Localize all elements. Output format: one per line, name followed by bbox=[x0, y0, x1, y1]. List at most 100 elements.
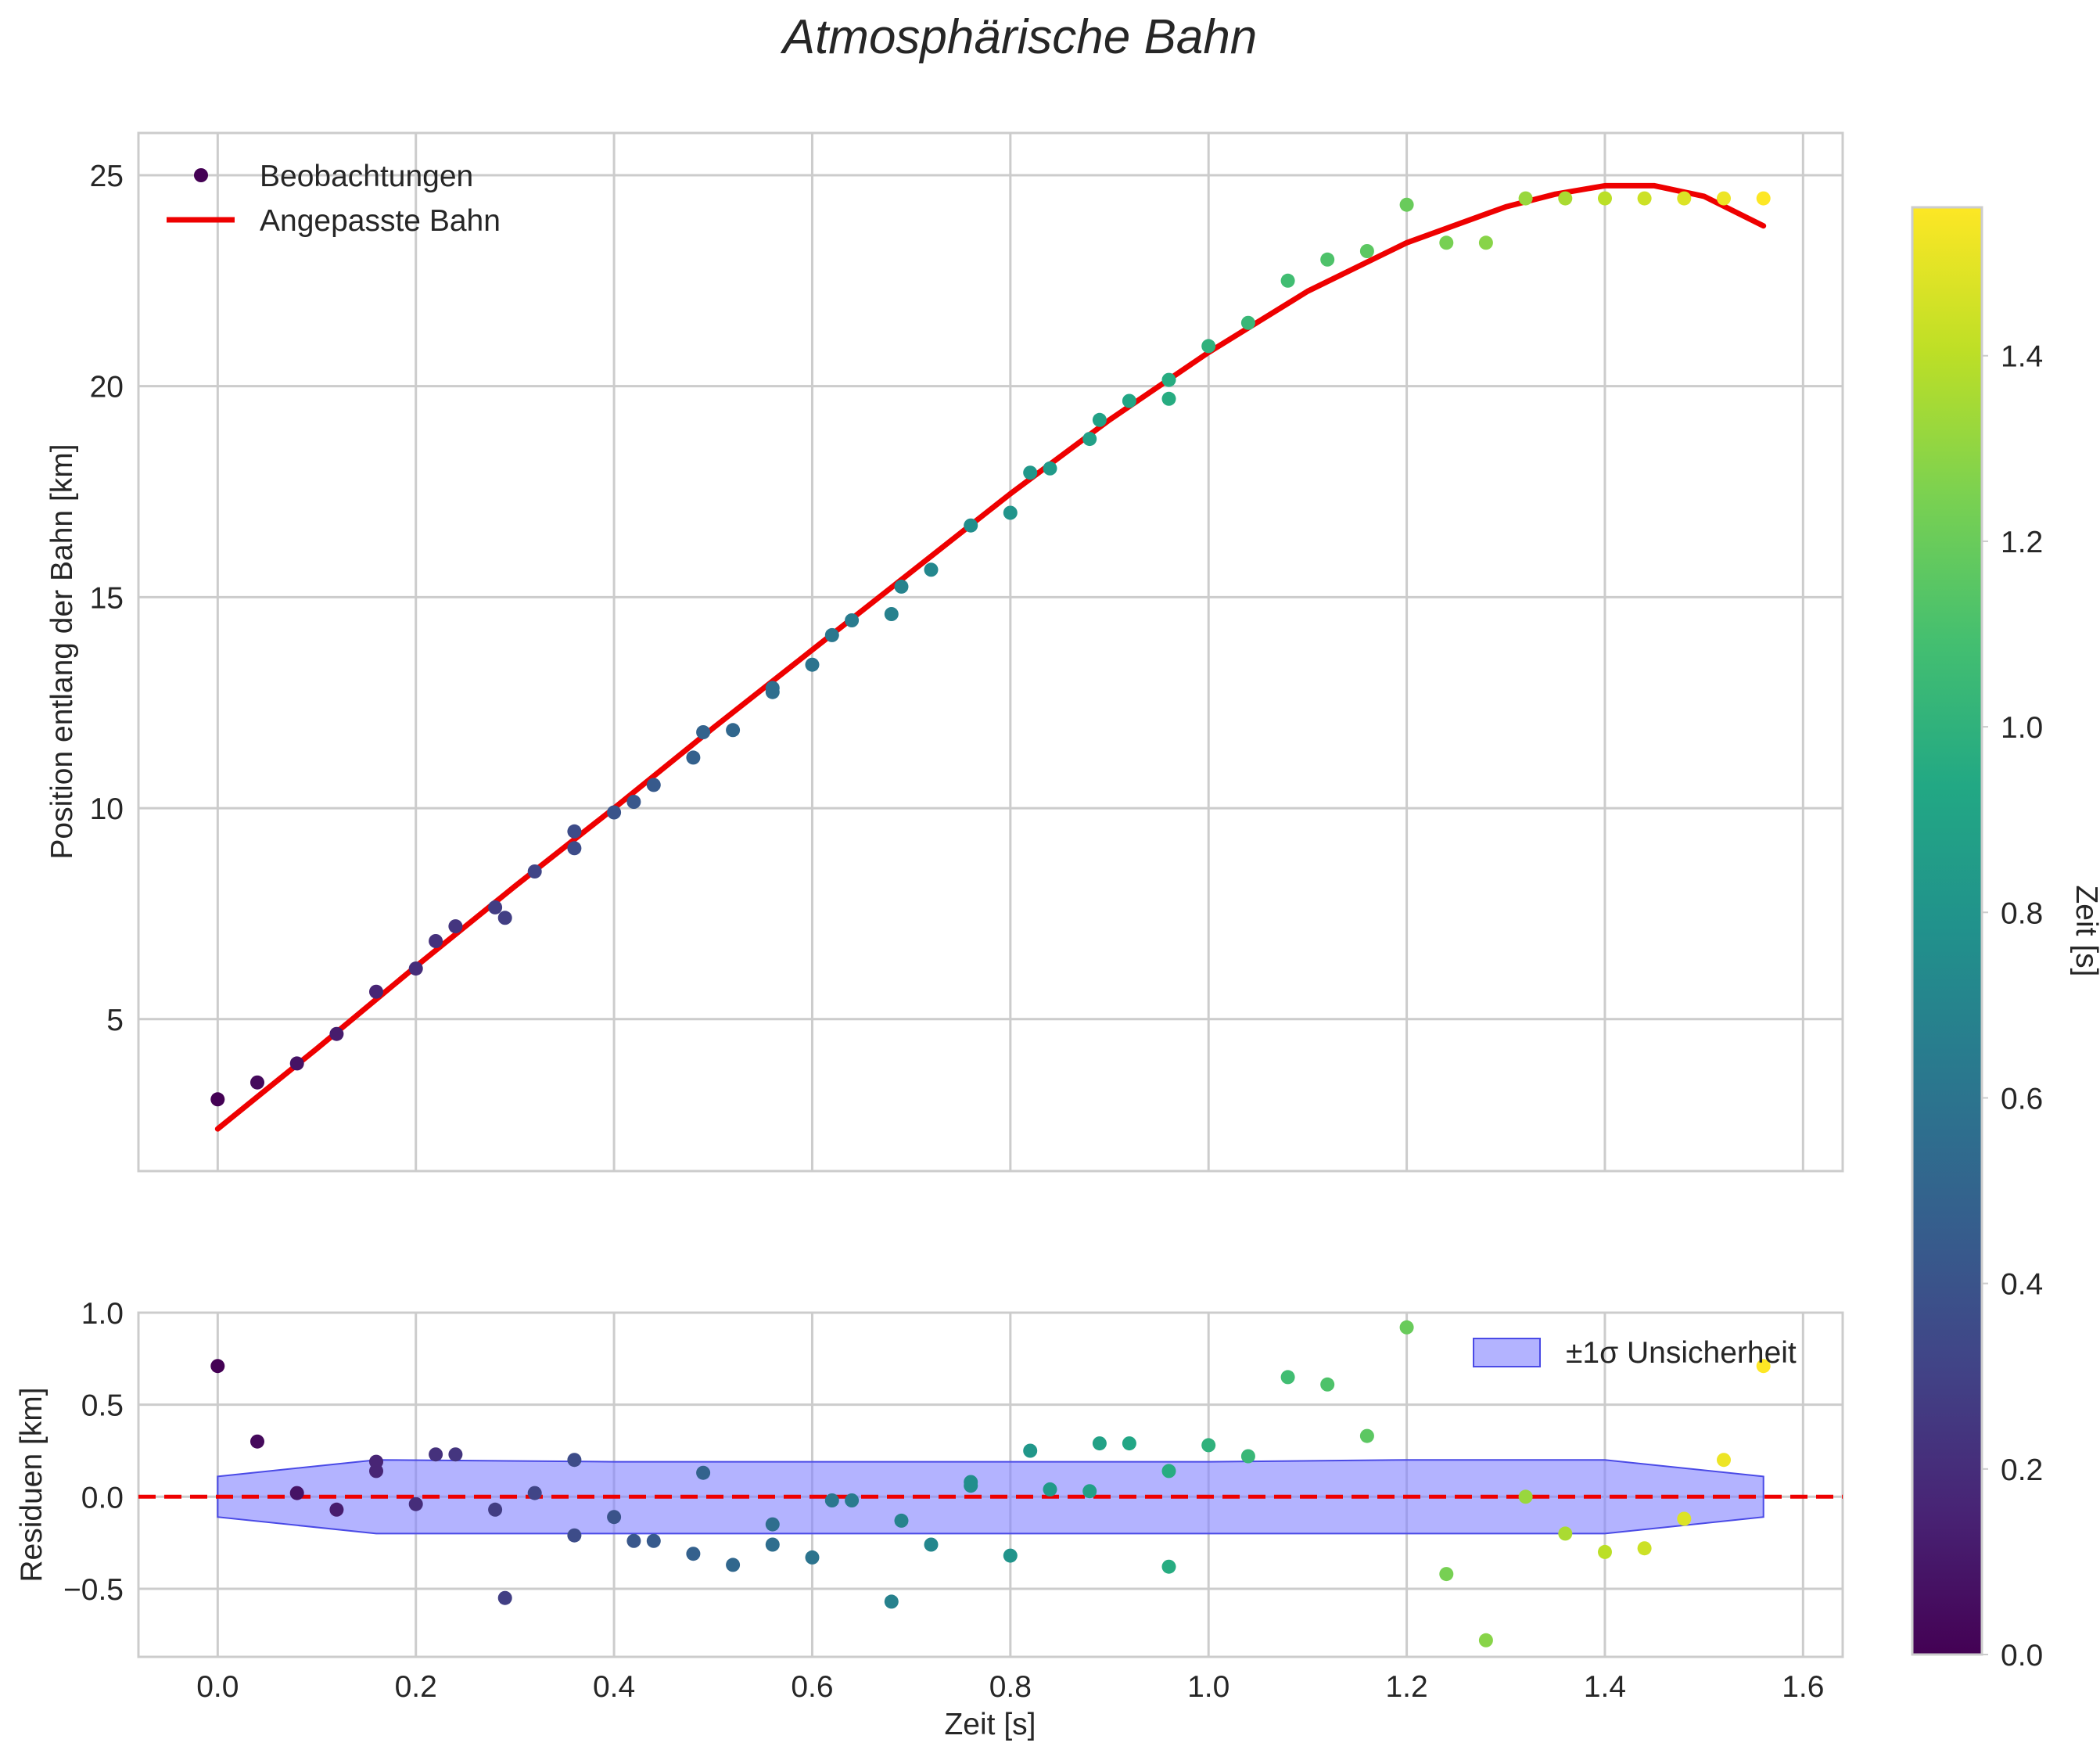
colorbar-gradient bbox=[1911, 206, 1983, 1656]
residual-point bbox=[964, 1479, 978, 1493]
observation-point bbox=[1023, 465, 1038, 480]
residual-point bbox=[210, 1359, 225, 1374]
observation-point bbox=[805, 657, 820, 672]
main-y-tick-label: 5 bbox=[106, 1004, 124, 1037]
observation-point bbox=[567, 824, 582, 839]
observation-point bbox=[1677, 191, 1692, 206]
residual-point bbox=[894, 1513, 909, 1528]
observation-point bbox=[1201, 339, 1216, 354]
residual-point bbox=[1598, 1544, 1612, 1559]
observation-points bbox=[210, 191, 1771, 1107]
residual-point bbox=[488, 1502, 503, 1517]
residual-points bbox=[210, 1320, 1771, 1647]
observation-point bbox=[607, 805, 622, 820]
observation-point bbox=[1518, 191, 1533, 206]
residual-point bbox=[497, 1590, 512, 1605]
residual-point bbox=[1161, 1464, 1176, 1479]
main-legend: Beobachtungen Angepasste Bahn bbox=[167, 160, 501, 238]
observation-point bbox=[686, 750, 701, 765]
observation-point bbox=[626, 795, 641, 809]
main-y-tick-label: 15 bbox=[90, 581, 124, 615]
residuals-y-tick-label: −0.5 bbox=[63, 1573, 124, 1607]
observation-point bbox=[1240, 315, 1255, 330]
residual-point bbox=[429, 1447, 443, 1462]
colorbar-tick-label: 0.6 bbox=[2001, 1082, 2043, 1116]
residual-point bbox=[1359, 1428, 1374, 1443]
colorbar-tick-label: 0.2 bbox=[2001, 1453, 2043, 1487]
observation-point bbox=[646, 778, 661, 792]
residual-point bbox=[1399, 1320, 1414, 1335]
residual-point bbox=[607, 1510, 622, 1525]
observation-point bbox=[1092, 412, 1107, 427]
colorbar-tick-label: 0.4 bbox=[2001, 1268, 2043, 1302]
residual-point bbox=[1717, 1453, 1731, 1468]
residuals-y-axis-label: Residuen [km] bbox=[15, 1387, 48, 1582]
observation-point bbox=[448, 919, 463, 934]
main-y-ticks: 5 10 15 20 25 bbox=[90, 160, 124, 1037]
colorbar-tick-label: 0.0 bbox=[2001, 1639, 2043, 1673]
observation-point bbox=[1439, 235, 1454, 250]
observation-point bbox=[894, 579, 909, 594]
colorbar: 0.0 0.2 0.4 0.6 0.8 1.0 1.2 1.4 Zeit [s] bbox=[1911, 206, 2100, 1673]
observation-point bbox=[369, 984, 383, 999]
residual-point bbox=[369, 1464, 383, 1479]
residual-point bbox=[1043, 1482, 1057, 1497]
residual-point bbox=[924, 1537, 939, 1552]
residual-point bbox=[1439, 1567, 1454, 1582]
observation-point bbox=[845, 613, 860, 627]
residual-point bbox=[1092, 1436, 1107, 1451]
observation-point bbox=[1359, 244, 1374, 258]
residual-point bbox=[646, 1533, 661, 1548]
observation-point bbox=[250, 1075, 264, 1090]
residual-point bbox=[1161, 1559, 1176, 1574]
residual-point bbox=[696, 1465, 711, 1480]
main-plot-frame bbox=[137, 131, 1844, 1173]
legend-band-swatch bbox=[1473, 1338, 1541, 1367]
observation-point bbox=[527, 864, 542, 878]
colorbar-ticks: 0.0 0.2 0.4 0.6 0.8 1.0 1.2 1.4 bbox=[1982, 340, 2043, 1673]
residual-point bbox=[1201, 1438, 1216, 1453]
residual-point bbox=[1677, 1511, 1692, 1526]
residual-point bbox=[1756, 1359, 1771, 1374]
residual-point bbox=[1023, 1443, 1038, 1458]
observation-point bbox=[1598, 191, 1612, 206]
observation-point bbox=[210, 1092, 225, 1107]
residual-point bbox=[1082, 1484, 1097, 1499]
residual-point bbox=[765, 1517, 780, 1532]
observation-point bbox=[1756, 191, 1771, 206]
x-ticks: 0.0 0.2 0.4 0.6 0.8 1.0 1.2 1.4 1.6 bbox=[196, 1670, 1824, 1704]
observation-point bbox=[497, 911, 512, 925]
residual-point bbox=[1003, 1548, 1018, 1563]
x-axis-label: Zeit [s] bbox=[944, 1708, 1036, 1741]
x-tick-label: 1.6 bbox=[1782, 1670, 1824, 1704]
observation-point bbox=[408, 961, 423, 976]
residual-point bbox=[884, 1594, 899, 1609]
observation-point bbox=[488, 900, 503, 914]
residual-point bbox=[1320, 1377, 1335, 1392]
main-y-axis-label: Position entlang der Bahn [km] bbox=[45, 444, 79, 859]
x-tick-label: 0.8 bbox=[989, 1670, 1032, 1704]
residual-point bbox=[726, 1558, 741, 1572]
colorbar-tick-label: 1.2 bbox=[2001, 526, 2043, 559]
observation-point bbox=[726, 723, 741, 738]
observation-point bbox=[289, 1056, 304, 1071]
colorbar-tick-label: 1.4 bbox=[2001, 340, 2043, 374]
observation-point bbox=[1161, 391, 1176, 406]
x-tick-label: 1.4 bbox=[1584, 1670, 1626, 1704]
observation-point bbox=[696, 725, 711, 739]
observation-point bbox=[1637, 191, 1652, 206]
residual-point bbox=[448, 1447, 463, 1462]
observation-point bbox=[1320, 252, 1335, 267]
observation-point bbox=[1478, 235, 1493, 250]
residual-point bbox=[1122, 1436, 1136, 1451]
main-y-tick-label: 10 bbox=[90, 792, 124, 826]
residuals-y-tick-label: 1.0 bbox=[81, 1297, 124, 1331]
residual-point bbox=[527, 1486, 542, 1500]
residual-point bbox=[408, 1497, 423, 1511]
residual-point bbox=[1240, 1449, 1255, 1464]
observation-point bbox=[1399, 197, 1414, 212]
observation-point bbox=[1558, 191, 1573, 206]
legend-fit-label: Angepasste Bahn bbox=[260, 204, 501, 238]
colorbar-label: Zeit [s] bbox=[2069, 885, 2100, 976]
